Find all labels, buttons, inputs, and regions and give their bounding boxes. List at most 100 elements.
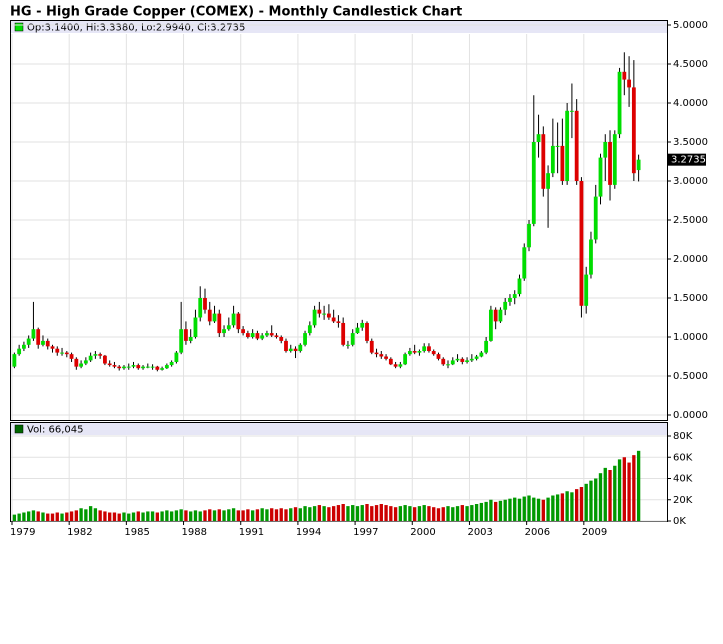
candle-body — [203, 298, 207, 310]
candle-body — [17, 348, 22, 355]
candle-body — [141, 366, 145, 369]
candle-body — [188, 337, 193, 341]
volume-bar — [279, 508, 283, 521]
candle-body — [250, 333, 255, 337]
ohlc-legend: Op:3.1400, Hi:3.3380, Lo:2.9940, Cl:3.27… — [27, 23, 245, 34]
candle-body — [217, 313, 222, 334]
candle-body — [222, 329, 226, 334]
candle-body — [384, 356, 388, 359]
candle-body — [493, 309, 498, 322]
y-tick-label: 4.5000 — [673, 59, 708, 70]
candle-body — [317, 309, 322, 314]
marks — [12, 52, 641, 521]
candle-body — [145, 366, 150, 368]
candle-body — [207, 309, 212, 322]
y-tick-label: 2.0000 — [673, 254, 708, 265]
volume-bar — [622, 457, 626, 521]
volume-bar — [12, 514, 17, 521]
candle-body — [427, 346, 431, 352]
volume-bar — [455, 506, 460, 521]
candle-body — [322, 313, 327, 315]
candle-body — [503, 301, 508, 310]
candle-body — [236, 313, 241, 330]
candle-body — [636, 159, 641, 171]
volume-bar — [555, 494, 560, 521]
candle-body — [193, 317, 198, 337]
volume-bar — [479, 502, 484, 521]
volume-bar — [212, 510, 217, 521]
volume-bar — [250, 510, 255, 521]
candle-body — [298, 344, 303, 352]
volume-bar — [227, 509, 231, 521]
volume-bar — [270, 508, 274, 521]
volume-bar — [579, 487, 584, 521]
volume-legend-bar — [11, 423, 667, 435]
candle-body — [88, 355, 93, 361]
volume-bar — [193, 510, 198, 521]
volume-bar — [317, 505, 322, 521]
y-tick-label: 0K — [673, 516, 686, 527]
volume-bar — [74, 510, 78, 521]
volume-bar — [41, 512, 45, 521]
volume-bar — [174, 510, 179, 521]
volume-bar — [46, 513, 50, 521]
volume-bar — [513, 497, 517, 521]
volume-bar — [560, 493, 565, 521]
volume-bar — [17, 513, 21, 521]
volume-bar — [241, 510, 245, 521]
candle-body — [565, 110, 570, 181]
volume-bar — [60, 513, 64, 521]
candle-body — [226, 325, 231, 330]
candle-body — [288, 348, 293, 352]
volume-bar — [451, 507, 455, 521]
volume-bar — [160, 511, 164, 521]
candle-body — [265, 333, 269, 336]
volume-bar — [217, 509, 221, 521]
candle-body — [22, 344, 26, 349]
candle-body — [555, 145, 560, 147]
volume-bar — [412, 507, 417, 521]
volume-bar — [284, 509, 288, 521]
candle-body — [41, 340, 45, 345]
volume-legend-swatch — [14, 424, 24, 434]
volume-bar — [103, 511, 107, 521]
candle-body — [293, 348, 298, 352]
volume-bar — [498, 500, 503, 521]
candle-body — [484, 340, 489, 353]
volume-bar — [575, 489, 579, 521]
candle-body — [231, 313, 236, 326]
candle-body — [422, 346, 427, 352]
volume-bar — [231, 508, 236, 521]
volume-bar — [341, 504, 345, 521]
volume-bar — [627, 462, 631, 521]
volume-bar — [384, 505, 388, 521]
volume-bar — [565, 491, 569, 521]
volume-bar — [351, 505, 355, 521]
volume-bar — [408, 506, 412, 521]
candle-body — [488, 309, 493, 341]
candle-body — [388, 358, 393, 365]
chart-title: HG - High Grade Copper (COMEX) - Monthly… — [10, 5, 462, 20]
candle-body — [393, 364, 398, 367]
candle-body — [369, 340, 374, 353]
candle-body — [12, 354, 17, 367]
volume-bar — [336, 505, 341, 521]
volume-bar — [184, 510, 188, 521]
volume-bar — [398, 506, 403, 521]
candle-body — [631, 87, 636, 174]
candle-body — [446, 364, 450, 366]
volume-bar — [355, 506, 360, 521]
volume-bar — [98, 510, 102, 521]
volume-bar — [541, 499, 545, 521]
candle-body — [579, 181, 584, 306]
candle-body — [83, 360, 88, 364]
x-tick-label: 2009 — [582, 527, 607, 538]
candle-body — [603, 142, 608, 158]
volume-bar — [427, 506, 431, 521]
candle-body — [241, 329, 246, 334]
volume-bar — [594, 478, 598, 521]
volume-bar — [436, 508, 441, 521]
volume-bar — [303, 506, 307, 521]
volume-bar — [508, 498, 512, 521]
volume-bar — [441, 507, 445, 521]
